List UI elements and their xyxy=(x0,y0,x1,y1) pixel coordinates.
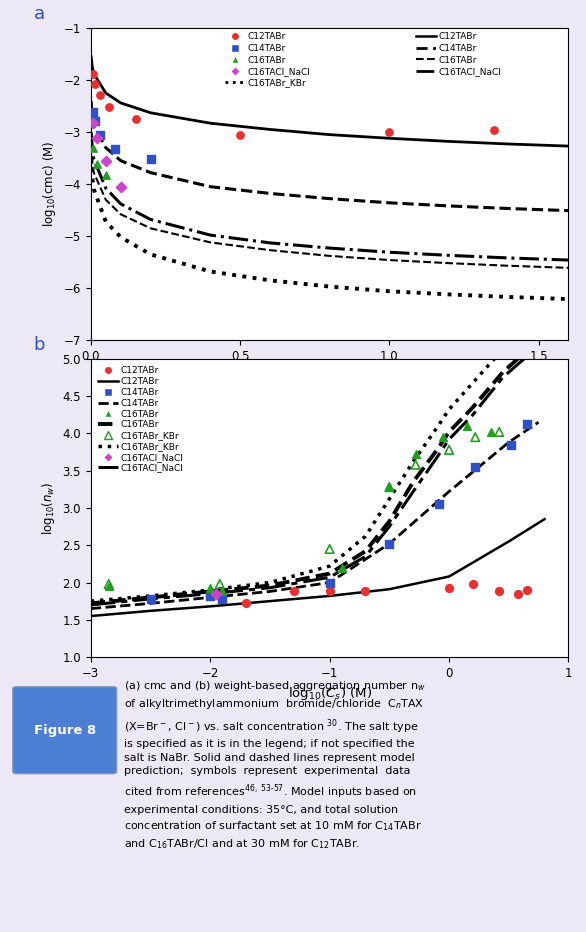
Point xyxy=(384,480,394,495)
Point xyxy=(444,443,454,458)
Point xyxy=(131,112,140,127)
Text: Figure 8: Figure 8 xyxy=(33,723,96,736)
Point xyxy=(384,480,394,495)
Point xyxy=(95,127,104,142)
Point xyxy=(325,575,334,590)
Point xyxy=(101,167,110,182)
Y-axis label: log$_{10}$(cmc) (M): log$_{10}$(cmc) (M) xyxy=(41,141,58,227)
Point xyxy=(116,179,125,194)
Point xyxy=(462,418,472,433)
Text: (a) cmc and (b) weight-based aggregation number n$_w$
of alkyltrimethylammonium : (a) cmc and (b) weight-based aggregation… xyxy=(124,678,425,851)
Point xyxy=(411,446,420,461)
Point xyxy=(384,536,394,551)
X-axis label: C$_s$ (M): C$_s$ (M) xyxy=(309,368,350,385)
Y-axis label: log$_{10}$($n_w$): log$_{10}$($n_w$) xyxy=(40,481,57,535)
Legend: C12TABr, C14TABr, C16TABr, C16TACl_NaCl: C12TABr, C14TABr, C16TABr, C16TACl_NaCl xyxy=(416,33,501,76)
Point xyxy=(495,424,504,439)
Point xyxy=(444,581,454,596)
Point xyxy=(88,104,98,119)
Point xyxy=(361,584,370,599)
Point xyxy=(104,579,114,594)
Point xyxy=(95,87,104,102)
Point xyxy=(325,584,334,599)
Point xyxy=(411,458,420,473)
Point xyxy=(92,130,101,145)
Point xyxy=(337,560,346,575)
Point xyxy=(435,497,444,512)
Point xyxy=(486,424,496,439)
Point xyxy=(241,596,251,610)
Point xyxy=(384,125,394,140)
Point xyxy=(325,541,334,556)
Point xyxy=(104,577,114,592)
Text: a: a xyxy=(33,5,45,22)
Point xyxy=(101,153,110,168)
Point xyxy=(489,123,499,138)
Point xyxy=(110,142,120,157)
Point xyxy=(471,459,480,474)
Point xyxy=(104,100,114,115)
Point xyxy=(522,417,532,432)
FancyBboxPatch shape xyxy=(13,687,117,774)
Point xyxy=(88,116,98,130)
Point xyxy=(471,430,480,445)
Point xyxy=(91,113,100,128)
Point xyxy=(92,157,101,171)
Point xyxy=(217,592,227,607)
Point xyxy=(206,581,215,596)
Point xyxy=(212,586,221,601)
Point xyxy=(438,430,448,445)
Point xyxy=(206,588,215,603)
Point xyxy=(146,592,155,607)
Point xyxy=(88,66,98,81)
Point xyxy=(215,577,224,592)
Point xyxy=(91,76,100,91)
Point xyxy=(289,584,298,599)
Text: b: b xyxy=(33,336,45,354)
Point xyxy=(495,584,504,599)
Point xyxy=(468,577,478,592)
Point xyxy=(236,127,245,142)
Point xyxy=(146,152,155,167)
Legend: C12TABr, C12TABr, C14TABr, C14TABr, C16TABr, C16TABr, C16TABr_KBr, C16TABr_KBr, : C12TABr, C12TABr, C14TABr, C14TABr, C16T… xyxy=(98,366,183,473)
Point xyxy=(217,584,227,599)
X-axis label: log$_{10}$($C_s$) (M): log$_{10}$($C_s$) (M) xyxy=(288,685,372,703)
Point xyxy=(513,586,523,601)
Point xyxy=(522,582,532,597)
Point xyxy=(506,437,516,452)
Point xyxy=(88,140,98,155)
